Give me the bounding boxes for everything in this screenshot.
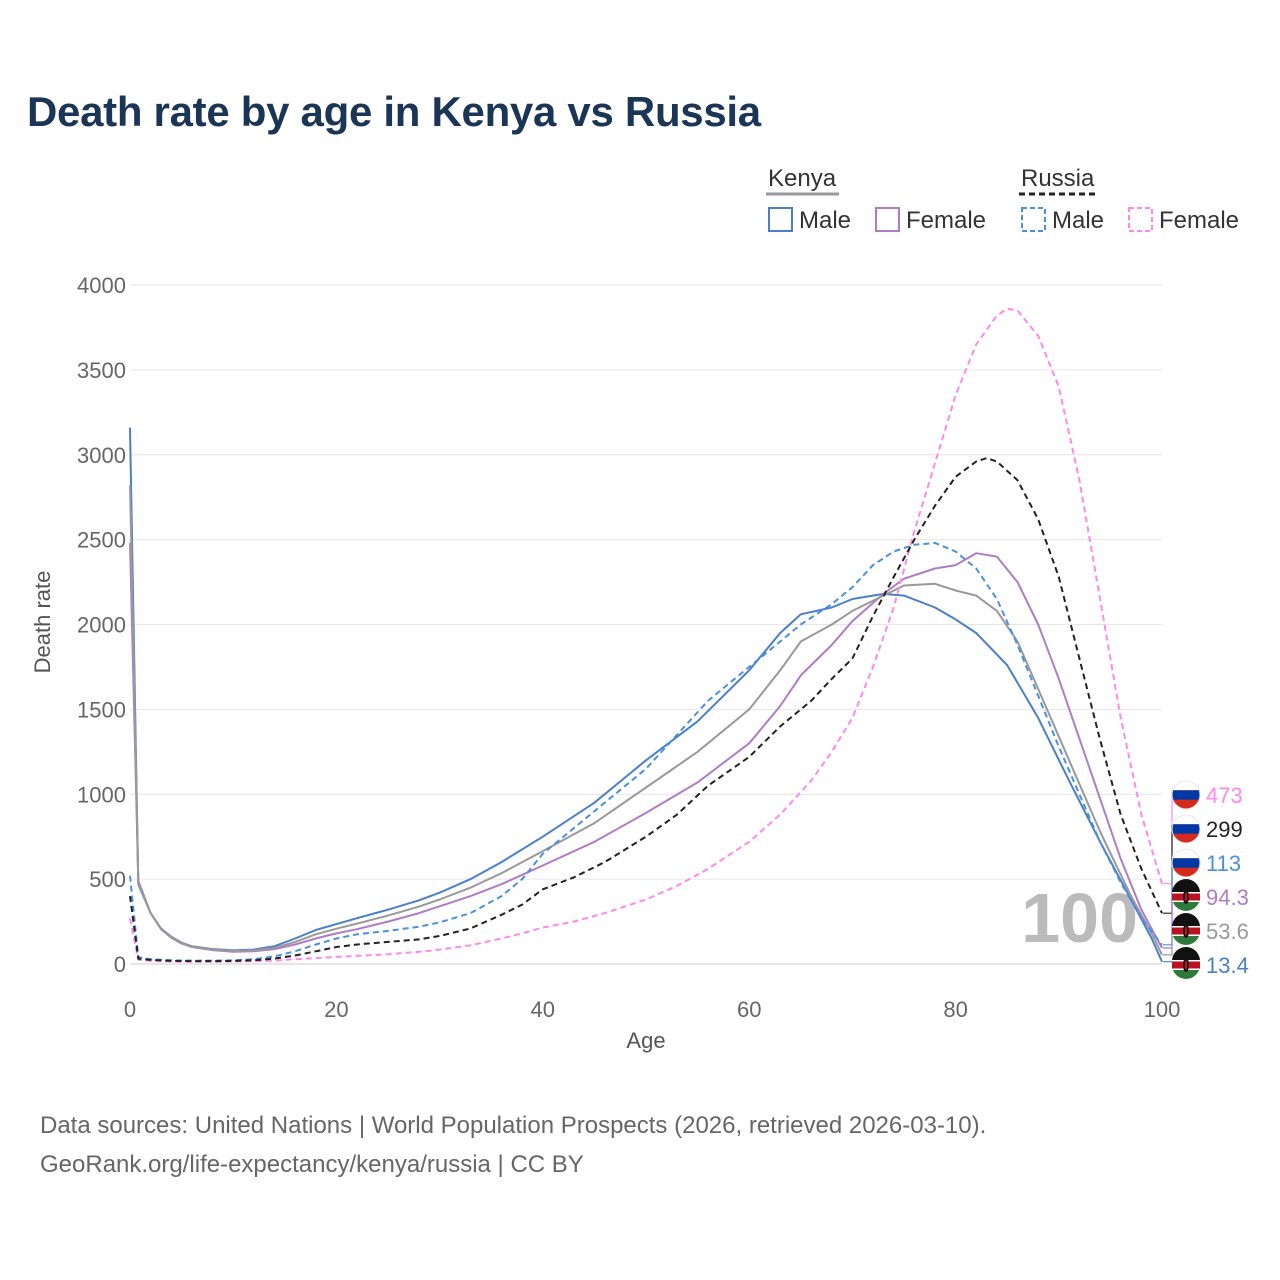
y-tick-label: 3500 bbox=[77, 358, 126, 383]
russia-flag-icon bbox=[1171, 776, 1201, 810]
series-line-russia_male[interactable] bbox=[129, 542, 1163, 962]
footer-source: Data sources: United Nations | World Pop… bbox=[40, 1112, 987, 1139]
legend-kenya-female-label[interactable]: Female bbox=[906, 207, 986, 234]
kenya-flag-icon bbox=[1172, 879, 1200, 911]
x-tick-label: 100 bbox=[1144, 997, 1181, 1022]
chart-title: Death rate by age in Kenya vs Russia bbox=[27, 88, 761, 135]
legend-russia-male-swatch[interactable] bbox=[1021, 207, 1046, 232]
legend-kenya-male-swatch[interactable] bbox=[768, 207, 793, 232]
russia-flag-icon bbox=[1171, 844, 1201, 878]
legend-kenya-female-swatch[interactable] bbox=[875, 207, 900, 232]
x-axis-ticks: 0 20 40 60 80 100 bbox=[124, 997, 1180, 1022]
y-tick-label: 1500 bbox=[77, 697, 126, 722]
y-tick-label: 4000 bbox=[77, 273, 126, 298]
legend-russia-male-label[interactable]: Male bbox=[1052, 207, 1104, 234]
y-axis-label: Death rate bbox=[30, 571, 55, 674]
series-line-kenya_total[interactable] bbox=[129, 485, 1163, 956]
y-tick-label: 3000 bbox=[77, 443, 126, 468]
end-label-value-kenya_female: 94.3 bbox=[1206, 885, 1249, 910]
legend-group-russia: Russia bbox=[1021, 165, 1095, 192]
current-age-watermark: 100 bbox=[1021, 879, 1138, 957]
end-labels: 473 299 113 94.3 53.6 13.4 bbox=[1163, 776, 1249, 979]
series-line-russia_female[interactable] bbox=[129, 307, 1163, 963]
legend-russia-female-label[interactable]: Female bbox=[1159, 207, 1239, 234]
kenya-flag-icon bbox=[1172, 947, 1200, 979]
russia-flag-icon bbox=[1171, 810, 1201, 844]
x-tick-label: 80 bbox=[943, 997, 967, 1022]
legend[interactable]: Kenya Russia Male Female Male Female bbox=[766, 165, 1239, 234]
end-label-value-kenya_male: 13.4 bbox=[1206, 953, 1249, 978]
y-tick-label: 2000 bbox=[77, 613, 126, 638]
y-tick-label: 500 bbox=[89, 867, 126, 892]
y-tick-label: 2500 bbox=[77, 528, 126, 553]
y-axis-ticks: 0 500 1000 1500 2000 2500 3000 3500 4000 bbox=[77, 273, 126, 977]
end-label-value-russia_total: 299 bbox=[1206, 817, 1243, 842]
x-tick-label: 60 bbox=[737, 997, 761, 1022]
series bbox=[129, 307, 1163, 963]
series-line-kenya_female[interactable] bbox=[129, 542, 1163, 953]
kenya-flag-icon bbox=[1172, 913, 1200, 945]
legend-russia-female-swatch[interactable] bbox=[1128, 207, 1153, 232]
footer: Data sources: United Nations | World Pop… bbox=[40, 1106, 986, 1184]
y-tick-label: 1000 bbox=[77, 782, 126, 807]
end-label-value-kenya_total: 53.6 bbox=[1206, 919, 1249, 944]
end-label-value-russia_female: 473 bbox=[1206, 783, 1243, 808]
x-tick-label: 0 bbox=[124, 997, 136, 1022]
grid bbox=[130, 284, 1162, 965]
x-tick-label: 20 bbox=[324, 997, 348, 1022]
end-label-value-russia_male: 113 bbox=[1206, 851, 1241, 876]
x-tick-label: 40 bbox=[531, 997, 555, 1022]
footer-url[interactable]: GeoRank.org/life-expectancy/kenya/russia… bbox=[40, 1151, 584, 1178]
x-axis-label: Age bbox=[626, 1028, 665, 1053]
legend-group-kenya: Kenya bbox=[768, 165, 837, 192]
series-line-kenya_male[interactable] bbox=[129, 427, 1163, 963]
series-line-russia_total[interactable] bbox=[129, 457, 1163, 963]
legend-kenya-male-label[interactable]: Male bbox=[799, 207, 851, 234]
y-tick-label: 0 bbox=[114, 952, 126, 977]
